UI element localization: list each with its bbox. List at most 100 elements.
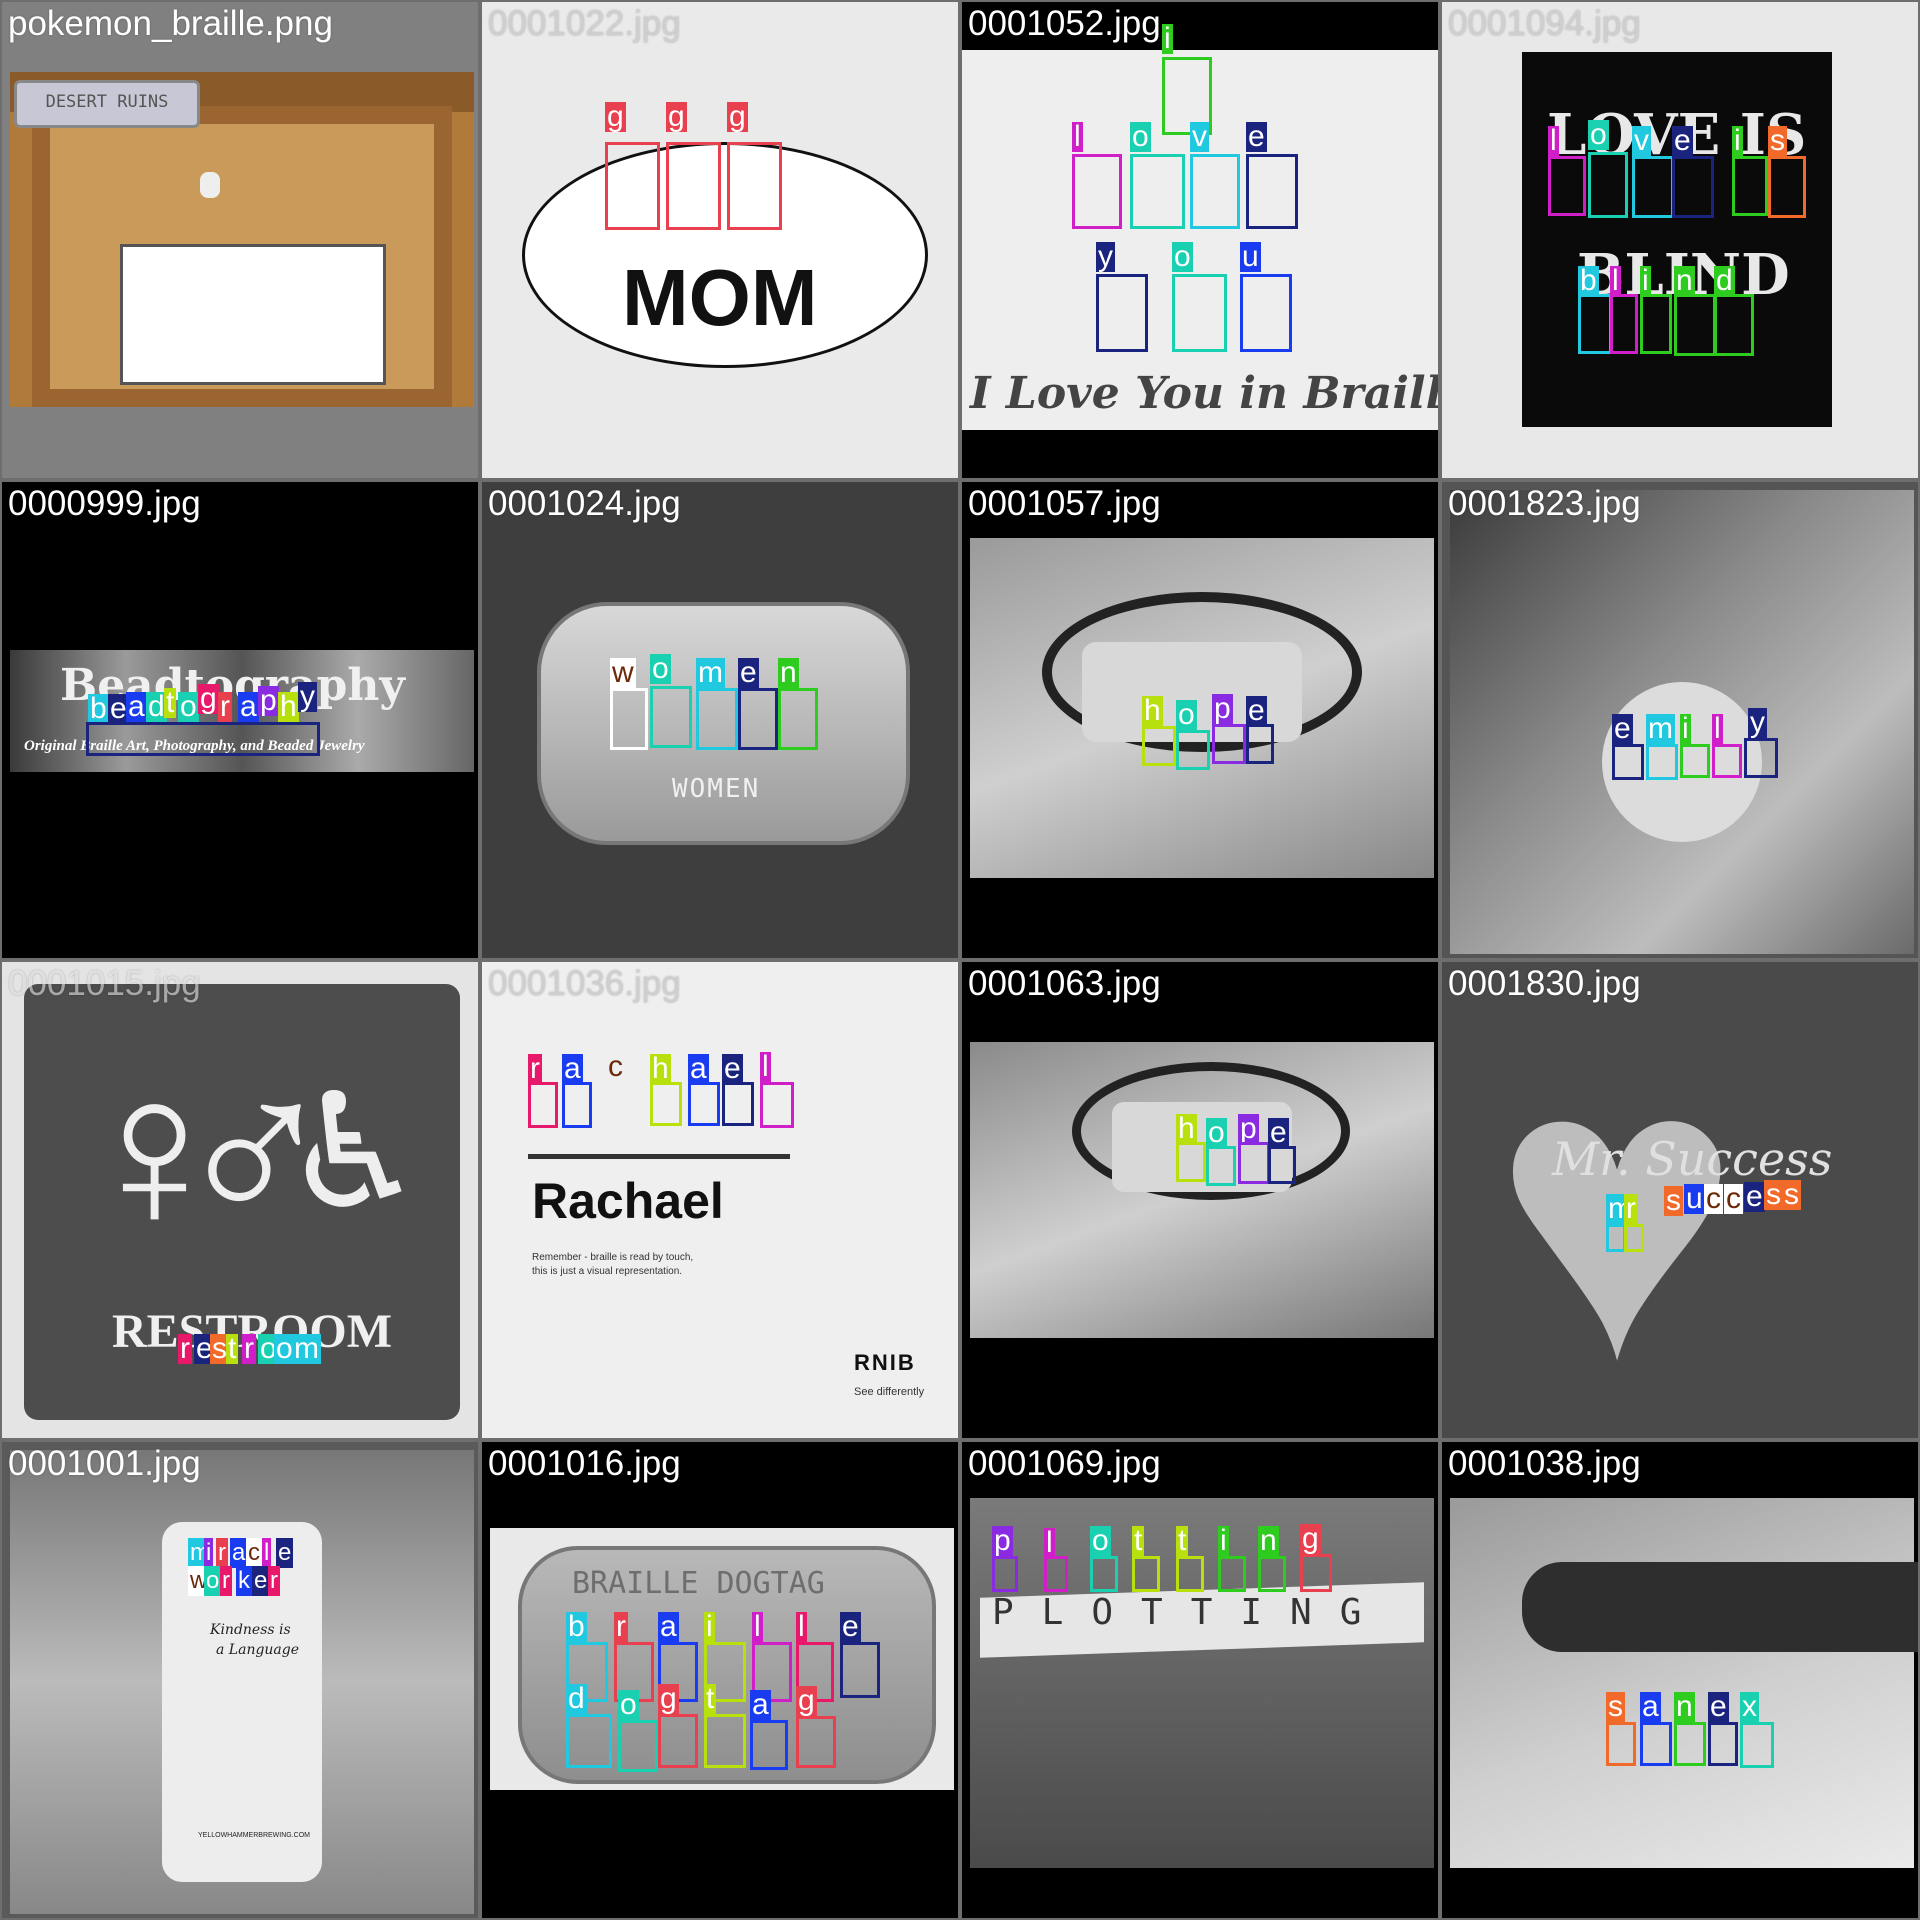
box-l-2 (1610, 294, 1638, 354)
box-a (562, 1082, 592, 1128)
tile-0001823[interactable]: 0001823.jpg e m i l y (1440, 480, 1920, 960)
label-l: l (262, 1538, 272, 1568)
tile-filename: 0001038.jpg (1448, 1444, 1641, 1483)
label-o: o (1130, 120, 1151, 153)
tile-0001022[interactable]: 0001022.jpg MOM g g g (480, 0, 960, 480)
box-o (650, 686, 692, 748)
caption-line-1: Kindness is (210, 1622, 291, 1638)
label-l: l (1072, 120, 1083, 153)
tile-0001038[interactable]: 0001038.jpg s a n e x (1440, 1440, 1920, 1920)
tile-0001057[interactable]: 0001057.jpg h o p e (960, 480, 1440, 960)
name-title: Rachael (532, 1173, 724, 1229)
label-a: a (126, 690, 147, 723)
tile-filename: 0001052.jpg (968, 4, 1161, 43)
label-o: o (1588, 118, 1609, 151)
label-r-2: r (242, 1332, 256, 1365)
box-g-3 (727, 142, 782, 230)
label-e: e (738, 656, 759, 689)
label-d: d (1714, 264, 1735, 297)
label-e: e (1246, 694, 1267, 727)
tile-0001024[interactable]: 0001024.jpg WOMEN w o m e n (480, 480, 960, 960)
label-e: e (722, 1052, 743, 1085)
label-p: p (1238, 1112, 1259, 1145)
box-i-2 (1640, 294, 1672, 354)
label-l: l (752, 1610, 763, 1643)
caption: PLOTTING (992, 1592, 1390, 1633)
bracelet (1042, 592, 1362, 752)
tile-0001069[interactable]: 0001069.jpg PLOTTING p l o t t i n g (960, 1440, 1440, 1920)
tile-pokemon-braille[interactable]: pokemon_braille.png DESERT RUINS (0, 0, 480, 480)
label-t-2: t (1176, 1524, 1189, 1557)
label-l: l (760, 1050, 771, 1083)
label-e-2: e (252, 1566, 270, 1596)
box-e (1672, 156, 1714, 218)
label-o: o (1176, 698, 1197, 731)
label-e: e (1246, 120, 1267, 153)
tile-0001063[interactable]: 0001063.jpg h o p e (960, 960, 1440, 1440)
box-u (1240, 274, 1292, 352)
box-y (1096, 274, 1148, 352)
box-o (618, 1720, 658, 1772)
label-g-1: g (605, 100, 626, 133)
label-l: l (1548, 124, 1559, 157)
label-o: o (618, 1688, 639, 1721)
caption: BRAILLE DOGTAG (572, 1566, 825, 1601)
brand: RNIB (854, 1350, 916, 1375)
label-a: a (230, 1538, 248, 1568)
box-h (650, 1082, 682, 1126)
tile-0001094[interactable]: 0001094.jpg LOVE IS BLIND l o v e i s b … (1440, 0, 1920, 480)
label-s: s (210, 1332, 229, 1365)
label-a-2: a (750, 1688, 771, 1721)
wheelchair-icon: ♿ (282, 1062, 426, 1241)
box-g (1300, 1554, 1332, 1592)
box-t (704, 1714, 746, 1768)
caption: Mr. Success (1552, 1132, 1833, 1186)
label-e: e (840, 1610, 861, 1643)
tile-filename: 0001830.jpg (1448, 964, 1641, 1003)
man-icon: ♂ (172, 1029, 337, 1275)
box-l (1548, 156, 1586, 216)
box-l (1712, 744, 1742, 778)
box-l (760, 1082, 794, 1128)
note-line-2: this is just a visual representation. (532, 1266, 683, 1277)
label-a: a (1640, 1690, 1661, 1723)
tile-0000999[interactable]: 0000999.jpg Beadtography Original Braill… (0, 480, 480, 960)
label-s: s (1606, 1690, 1625, 1723)
box-l (1072, 154, 1122, 229)
label-v: v (1190, 120, 1209, 153)
tile-0001052[interactable]: 0001052.jpg I Love You in Braille i l o … (960, 0, 1440, 480)
box-e (1268, 1146, 1296, 1184)
box-i (1218, 1556, 1246, 1592)
box-v (1632, 156, 1674, 218)
box-p (1238, 1142, 1270, 1184)
box-g-1 (605, 142, 660, 230)
tile-0001016[interactable]: 0001016.jpg BRAILLE DOGTAG b r a i l l e… (480, 1440, 960, 1920)
label-e: e (108, 692, 129, 725)
tile-0001830[interactable]: 0001830.jpg ♥ Mr. Success m r s u c c e … (1440, 960, 1920, 1440)
box-e (1246, 724, 1274, 764)
tile-0001001[interactable]: 0001001.jpg Kindness is a Language YELLO… (0, 1440, 480, 1920)
label-o: o (258, 1332, 279, 1365)
box-i (1680, 744, 1710, 778)
label-a-2: a (688, 1052, 709, 1085)
label-e: e (1268, 1116, 1289, 1149)
box-e (722, 1082, 754, 1126)
label-g-3: g (727, 100, 748, 133)
tile-0001036[interactable]: 0001036.jpg r a c h a e l Rachael Rememb… (480, 960, 960, 1440)
box-w (610, 688, 648, 750)
oval (522, 142, 928, 368)
sign-plate: DESERT RUINS (14, 80, 200, 128)
label-i-2: i (1640, 264, 1651, 297)
box-l (1044, 1556, 1068, 1592)
tile-0001015[interactable]: 0001015.jpg ♀ ♂ ♿ RESTROOM r e s t r o o… (0, 960, 480, 1440)
label-e: e (1672, 124, 1693, 157)
label-c-2: c (1724, 1182, 1743, 1215)
label-l-2: l (796, 1610, 807, 1643)
label-d: d (146, 690, 167, 723)
box-e (1612, 744, 1644, 780)
label-m: m (292, 1332, 321, 1365)
label-t: t (164, 686, 177, 719)
label-w: w (610, 656, 636, 689)
label-y: y (1748, 706, 1767, 739)
box-g-2 (666, 142, 721, 230)
